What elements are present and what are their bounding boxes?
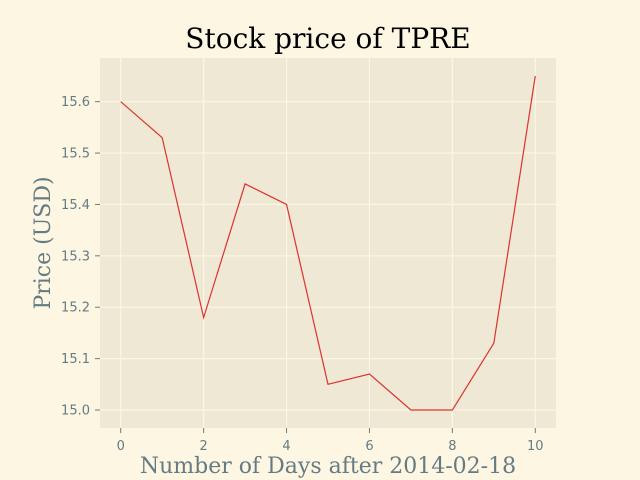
plot-area (100, 58, 556, 428)
axis-ticks: 0 2 4 6 8 10 15.0 15.1 15.2 15.3 15.4 15.5 15.6 (61, 95, 543, 454)
y-tick-label: 15.4 (61, 198, 90, 213)
x-tick-label: 0 (117, 439, 125, 454)
grid-lines (100, 58, 556, 428)
y-tick-label: 15.5 (61, 147, 90, 162)
y-tick-label: 15.1 (61, 352, 90, 367)
x-tick-label: 6 (365, 439, 373, 454)
x-tick-label: 4 (282, 439, 290, 454)
chart-title: Stock price of TPRE (185, 22, 470, 55)
y-tick-label: 15.0 (61, 404, 90, 419)
x-tick-label: 10 (527, 439, 544, 454)
y-axis-label: Price (USD) (31, 176, 56, 309)
x-axis-label: Number of Days after 2014-02-18 (140, 454, 516, 479)
y-tick-label: 15.2 (61, 301, 90, 316)
x-tick-label: 2 (199, 439, 207, 454)
y-tick-label: 15.6 (61, 95, 90, 110)
y-tick-label: 15.3 (61, 249, 90, 264)
data-points (120, 75, 536, 411)
x-tick-label: 8 (448, 439, 456, 454)
